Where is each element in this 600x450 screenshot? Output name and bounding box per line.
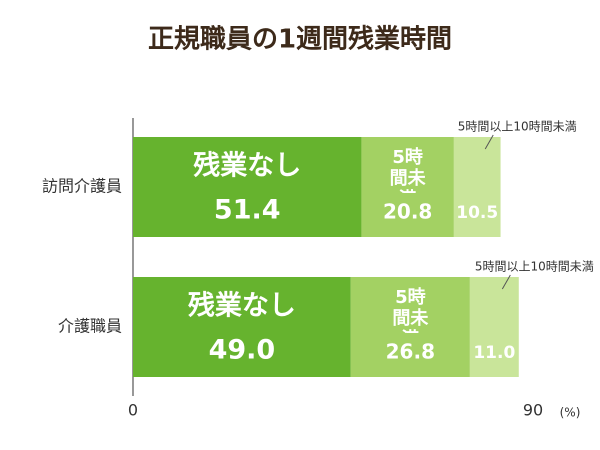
bar-segment: [361, 137, 454, 237]
segment-name: 残業なし: [188, 291, 296, 322]
axis-unit: (%): [560, 406, 581, 420]
segment-name-box: 5時間未満: [392, 287, 429, 333]
bar-segment: [350, 277, 470, 377]
category-label: 訪問介護員: [42, 177, 122, 196]
callout-label: 5時間以上10時間未満: [475, 260, 594, 274]
value-label: 26.8: [386, 340, 435, 364]
bar-segment: [469, 277, 519, 377]
value-label: 10.5: [456, 203, 498, 223]
segment-name: 5時間未満: [389, 147, 426, 193]
x-tick-label: 0: [128, 401, 138, 420]
chart-title: 正規職員の1週間残業時間: [148, 25, 452, 55]
bar-segment: [453, 137, 501, 237]
category-label: 介護職員: [58, 317, 122, 336]
bar-segment: [133, 137, 362, 237]
segment-name-box: 5時間未満: [389, 147, 426, 193]
bar-segment: [133, 277, 351, 377]
value-label: 51.4: [214, 195, 281, 226]
x-tick-label: 90: [523, 401, 543, 420]
segment-name: 5時間未満: [392, 287, 429, 333]
callout-line: [484, 134, 494, 150]
callout-line: [501, 274, 511, 290]
value-label: 49.0: [209, 335, 276, 366]
callout-label: 5時間以上10時間未満: [458, 120, 577, 134]
value-label: 11.0: [473, 343, 515, 363]
value-label: 20.8: [383, 200, 432, 224]
segment-name: 残業なし: [193, 151, 301, 182]
